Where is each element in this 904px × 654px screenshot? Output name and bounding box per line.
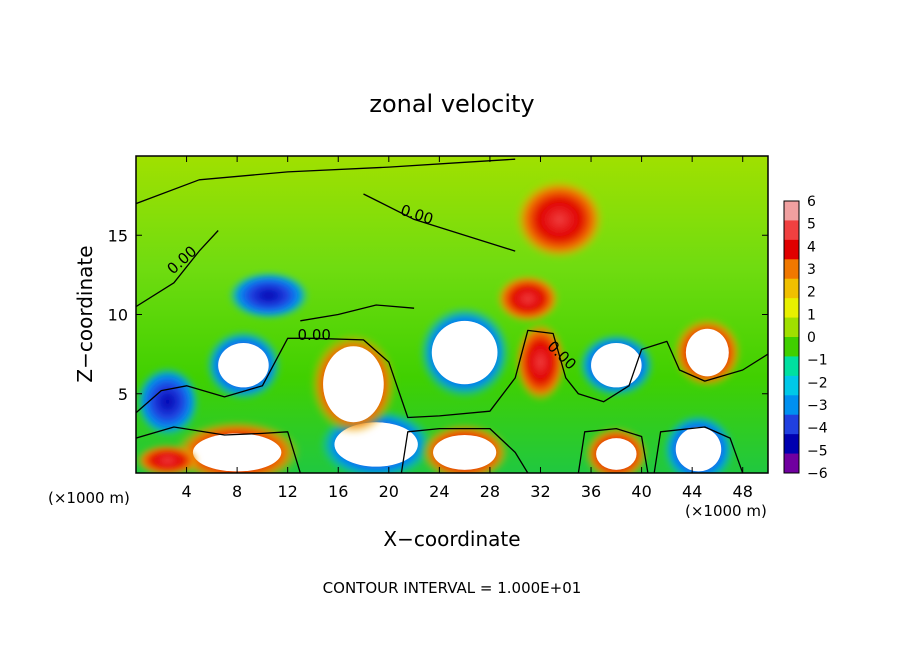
y-tick-label: 5	[118, 385, 128, 404]
colorbar-tick-label: 1	[807, 307, 816, 323]
zero-contour-line	[136, 230, 219, 308]
colorbar-swatch	[784, 201, 799, 221]
colorbar-tick-label: 6	[807, 194, 816, 210]
colorbar-tick-label: −1	[807, 353, 828, 369]
colorbar-swatch	[784, 298, 799, 319]
colorbar: 6 5 4 3 2 1 0 −1 −2 −3 −4 −5 −6	[783, 194, 828, 482]
jet-core-saturated	[433, 434, 497, 470]
colorbar-swatch	[784, 375, 799, 396]
positive-jet-11	[584, 427, 648, 473]
jet-halo	[515, 179, 604, 260]
negative-jet-2	[578, 333, 655, 397]
colorbar-swatch	[784, 317, 799, 338]
y-tick-label: 10	[108, 306, 128, 325]
jet-core-saturated	[596, 438, 637, 470]
negative-jet-1	[419, 306, 511, 399]
zero-contour-line	[363, 193, 516, 252]
colorbar-tick-label: 5	[807, 217, 816, 233]
x-tick-label: 20	[379, 482, 399, 501]
colorbar-swatch	[784, 356, 799, 377]
x-unit-left: (×1000 m)	[48, 489, 130, 507]
positive-jet-9	[173, 420, 301, 473]
colorbar-swatch	[784, 434, 799, 455]
zero-contours	[136, 158, 768, 473]
colorbar-tick-label: −3	[807, 398, 828, 414]
positive-jet-12	[136, 444, 200, 473]
colorbar-tick-label: 0	[807, 330, 816, 346]
zero-contour-line	[300, 304, 415, 322]
positive-jet-15	[496, 274, 560, 323]
colorbar-tick-label: 4	[807, 239, 816, 255]
x-axis-ticks: 4 8 12 16 20 24 28 32 36 40 44 48	[181, 156, 753, 501]
jet-core-saturated	[218, 343, 269, 388]
colorbar-tick-label: −2	[807, 375, 828, 391]
contour-interval-note: CONTOUR INTERVAL = 1.000E+01	[323, 579, 582, 597]
colorbar-tick-label: 2	[807, 285, 816, 301]
y-tick-label: 15	[108, 226, 128, 245]
colorbar-tick-label: 3	[807, 262, 816, 278]
plot-area: 0.000.000.000.00	[136, 156, 768, 473]
y-axis-label: Z−coordinate	[73, 245, 97, 382]
positive-jet-13	[515, 322, 566, 402]
zero-contour-line	[577, 427, 649, 473]
zero-contour-line	[400, 427, 529, 473]
x-tick-label: 40	[631, 482, 651, 501]
jet-halo	[496, 274, 560, 323]
jet-core-saturated	[431, 320, 498, 385]
contour-label: 0.00	[298, 326, 331, 344]
colorbar-swatch	[784, 259, 799, 280]
x-tick-label: 36	[581, 482, 601, 501]
colorbar-swatch	[784, 239, 799, 260]
x-axis-label: X−coordinate	[383, 527, 520, 551]
x-tick-label: 4	[181, 482, 191, 501]
colorbar-swatch	[784, 414, 799, 435]
zero-contour-line	[136, 329, 768, 419]
negative-jet-3	[228, 271, 310, 320]
colorbar-swatch	[784, 395, 799, 416]
x-tick-label: 32	[530, 482, 550, 501]
colorbar-swatch	[784, 278, 799, 299]
chart-title: zonal velocity	[369, 90, 534, 118]
colorbar-swatch	[784, 337, 799, 357]
negative-jet-4	[136, 366, 200, 437]
jet-core-saturated	[675, 427, 722, 472]
x-tick-label: 28	[480, 482, 500, 501]
positive-jet-10	[420, 423, 509, 473]
colorbar-tick-label: −6	[807, 466, 828, 482]
zero-contour-line	[136, 426, 301, 473]
jet-core-saturated	[192, 433, 282, 472]
x-tick-label: 12	[278, 482, 298, 501]
x-unit-right: (×1000 m)	[685, 502, 767, 520]
colorbar-swatch	[784, 220, 799, 241]
zero-contour-line	[136, 158, 516, 205]
velocity-field	[136, 179, 742, 473]
jet-halo	[136, 366, 200, 437]
x-tick-label: 16	[328, 482, 348, 501]
x-tick-label: 24	[429, 482, 449, 501]
x-tick-label: 44	[682, 482, 702, 501]
colorbar-frame	[783, 200, 800, 474]
y-axis-ticks: 5 10 15	[108, 226, 768, 404]
jet-halo	[136, 444, 200, 473]
jet-core-saturated	[591, 343, 642, 388]
jet-halo	[515, 322, 566, 402]
negative-jet-0	[205, 330, 282, 401]
x-tick-label: 48	[733, 482, 753, 501]
x-tick-label: 8	[232, 482, 242, 501]
jet-core-saturated	[685, 328, 729, 377]
jet-core-saturated	[323, 346, 384, 423]
zero-contour-line	[653, 426, 744, 473]
positive-jet-7	[310, 333, 397, 435]
positive-jet-14	[515, 179, 604, 260]
colorbar-tick-label: −5	[807, 443, 828, 459]
colorbar-swatch	[784, 453, 799, 474]
jet-halo	[228, 271, 310, 320]
colorbar-tick-label: −4	[807, 421, 828, 437]
positive-jet-8	[673, 317, 742, 388]
